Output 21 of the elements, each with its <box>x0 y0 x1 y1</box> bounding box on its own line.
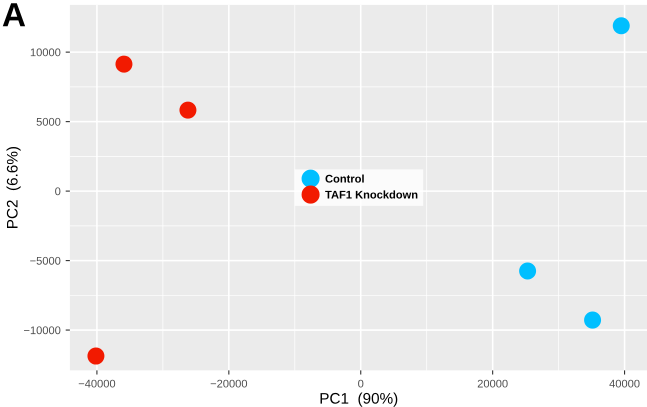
point <box>584 312 602 329</box>
y-tick-label: 5000 <box>36 118 60 126</box>
y-tick-label: 0 <box>55 187 60 196</box>
x-tick-label: 20000 <box>478 380 508 388</box>
y-tick-label: −5000 <box>30 256 60 265</box>
y-tick-label: 10000 <box>30 48 60 56</box>
legend-label: Control <box>325 174 364 183</box>
point <box>519 262 536 280</box>
y-axis-title: PC2 (6.6%) <box>6 146 21 228</box>
legend-label: TAF1 Knockdown <box>325 190 418 199</box>
x-tick-label: 40000 <box>609 380 640 388</box>
point <box>87 348 104 365</box>
point <box>612 17 630 34</box>
y-tick-label: −10000 <box>24 326 60 334</box>
x-tick-label: −40000 <box>78 380 116 388</box>
point <box>115 56 132 73</box>
x-tick-label: 0 <box>358 380 364 388</box>
x-tick-label: −20000 <box>210 380 248 388</box>
point <box>179 102 196 119</box>
text: A <box>2 3 26 26</box>
x-axis-title: PC1 (90%) <box>320 392 398 407</box>
